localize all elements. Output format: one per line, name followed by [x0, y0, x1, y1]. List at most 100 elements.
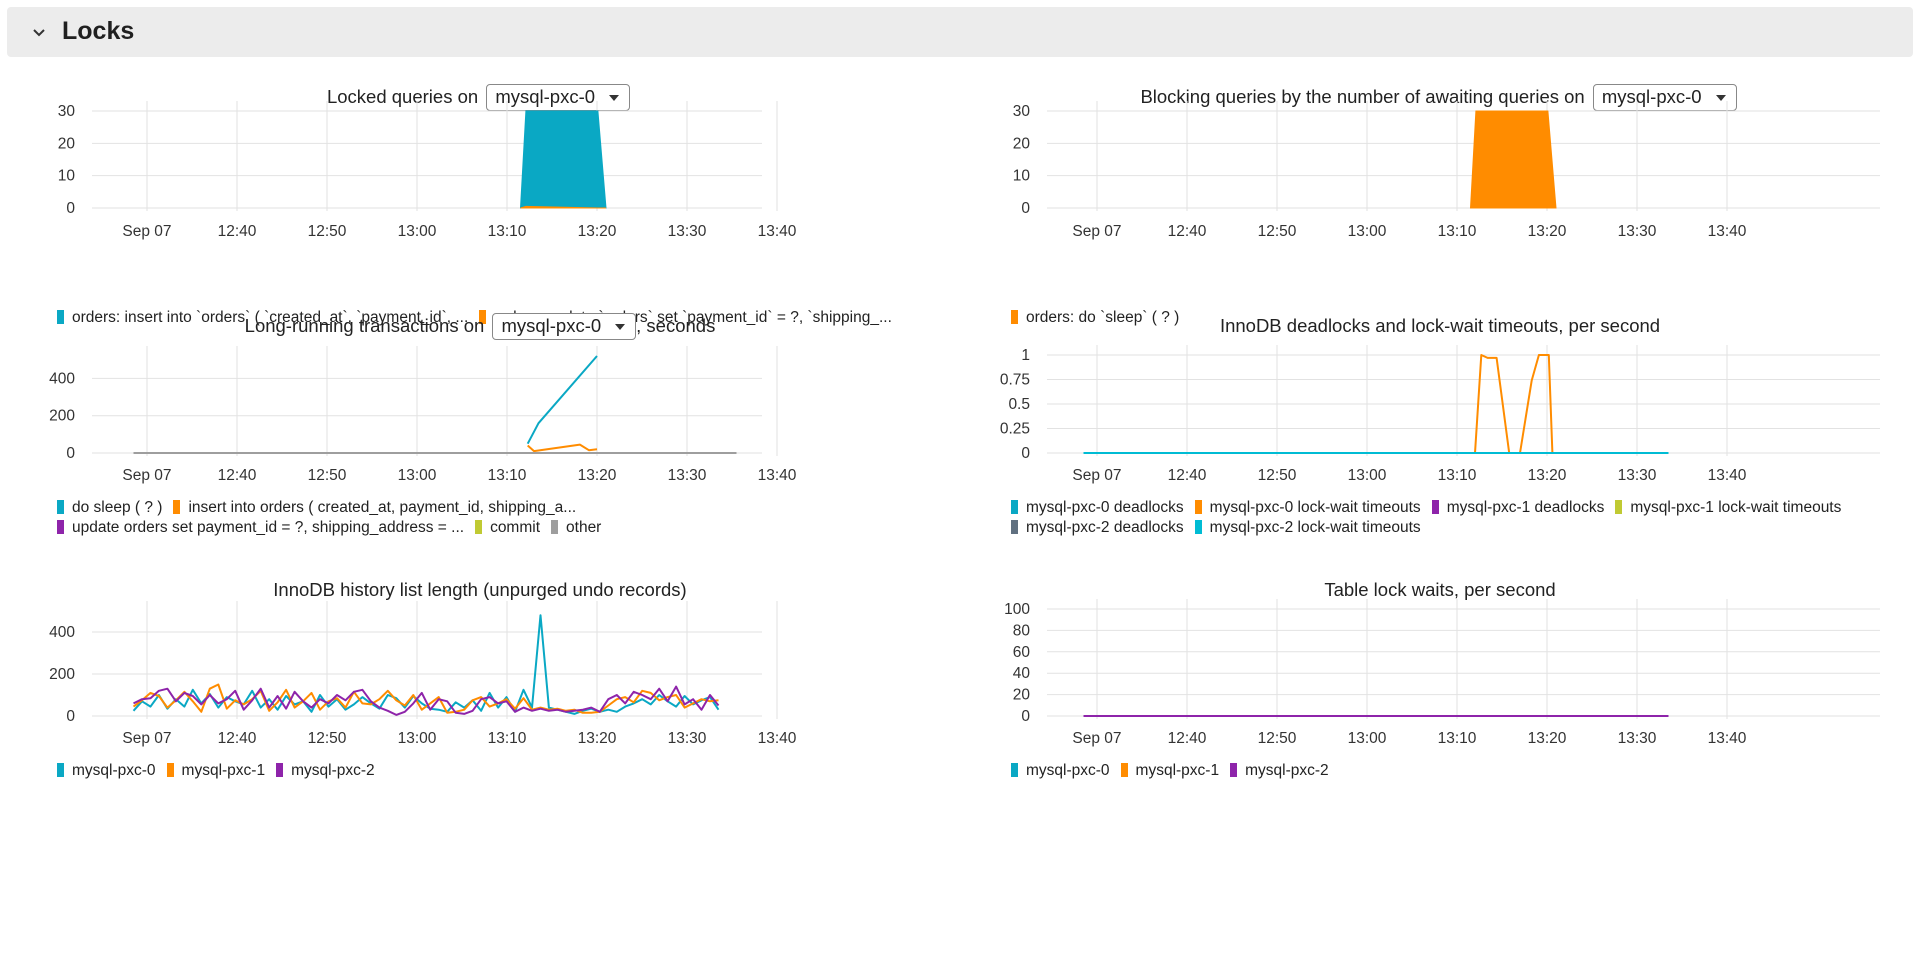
legend-item[interactable]: update orders set payment_id = ?, shippi… — [57, 519, 464, 537]
legend-swatch — [1194, 520, 1202, 534]
x-tick-label: 12:50 — [1258, 467, 1297, 484]
y-tick-label: 40 — [1013, 665, 1031, 682]
title-suffix: , seconds — [636, 315, 716, 337]
x-tick-label: 13:20 — [578, 223, 617, 240]
x-tick-label: 13:20 — [578, 730, 617, 747]
instance-selector[interactable]: mysql-pxc-0 — [492, 312, 637, 340]
x-tick-label: 13:20 — [578, 467, 617, 484]
x-tick-label: 13:10 — [488, 467, 527, 484]
caret-down-icon — [609, 94, 620, 101]
title-text: InnoDB history list length (unpurged und… — [273, 579, 687, 601]
series-line — [526, 355, 598, 445]
x-tick-label: 13:20 — [1528, 730, 1567, 747]
title-text: Long-running transactions on — [244, 315, 485, 337]
legend-swatch — [1615, 500, 1623, 514]
legend-item[interactable]: mysql-pxc-0 lock-wait timeouts — [1194, 499, 1421, 517]
x-tick-label: 13:30 — [668, 730, 707, 747]
x-tick-label: 13:10 — [488, 223, 527, 240]
blocking-queries-chart: Sep 07 12:40 12:50 13:00 13:10 13:20 13:30 13:4… — [1013, 101, 1880, 240]
deadlocks-panel: InnoDB deadlocks and lock-wait timeouts,… — [960, 310, 1920, 630]
y-tick-label: 0.75 — [1000, 372, 1030, 389]
y-tick-label: 200 — [49, 666, 75, 683]
legend-label: mysql-pxc-1 deadlocks — [1446, 499, 1605, 516]
x-tick-label: 13:40 — [1708, 223, 1747, 240]
legend-item[interactable]: mysql-pxc-2 lock-wait timeouts — [1194, 519, 1421, 537]
panel-title: Locked queries on mysql-pxc-0 — [0, 82, 960, 112]
legend-item[interactable]: mysql-pxc-2 — [1230, 762, 1329, 780]
x-tick-label: 13:00 — [1348, 223, 1387, 240]
legend-item[interactable]: mysql-pxc-1 lock-wait timeouts — [1615, 499, 1841, 517]
legend-swatch — [57, 520, 64, 534]
x-tick-label: 13:00 — [398, 223, 437, 240]
x-tick-label: 13:30 — [668, 467, 707, 484]
legend-swatch — [57, 763, 64, 777]
legend-item[interactable]: mysql-pxc-2 deadlocks — [1011, 519, 1184, 537]
x-tick-label: 12:40 — [218, 467, 257, 484]
x-tick-label: Sep 07 — [1072, 223, 1121, 240]
legend-label: mysql-pxc-2 lock-wait timeouts — [1209, 519, 1421, 536]
legend-item[interactable]: commit — [475, 519, 540, 537]
selector-value: mysql-pxc-0 — [495, 85, 596, 107]
y-tick-label: 10 — [58, 168, 76, 185]
legend-swatch — [1230, 763, 1238, 777]
selector-value: mysql-pxc-0 — [501, 314, 602, 336]
legend-item[interactable]: other — [551, 519, 601, 537]
series-area — [520, 205, 606, 209]
caret-down-icon — [1715, 94, 1726, 101]
x-tick-label: 13:00 — [398, 467, 437, 484]
x-tick-label: 12:50 — [308, 467, 347, 484]
y-tick-label: 0.25 — [1000, 421, 1030, 438]
y-tick-label: 200 — [49, 408, 75, 425]
legend-label: insert into orders ( created_at, payment… — [188, 499, 577, 516]
legend-item[interactable]: mysql-pxc-1 — [1120, 762, 1220, 780]
series-line — [132, 683, 719, 714]
y-tick-label: 0.5 — [1008, 396, 1030, 413]
x-tick-label: 12:50 — [308, 223, 347, 240]
instance-selector[interactable]: mysql-pxc-0 — [486, 83, 631, 111]
locked-queries-chart: Sep 07 12:40 12:50 13:00 13:10 13:20 13:30 13:4… — [58, 101, 797, 240]
legend-swatch — [1431, 500, 1439, 514]
x-tick-label: 13:10 — [1438, 730, 1477, 747]
legend-label: orders: do `sleep` ( ? ) — [1026, 309, 1180, 326]
legend-label: mysql-pxc-0 — [1026, 762, 1110, 779]
legend-item[interactable]: mysql-pxc-1 — [166, 762, 265, 780]
history-list-panel: InnoDB history list length (unpurged und… — [0, 573, 960, 893]
legend-item[interactable]: mysql-pxc-0 deadlocks — [1011, 499, 1184, 517]
x-tick-label: 13:40 — [1708, 730, 1747, 747]
instance-selector[interactable]: mysql-pxc-0 — [1592, 83, 1737, 111]
legend-swatch — [166, 763, 174, 777]
legend-swatch — [1011, 310, 1018, 324]
legend-label: mysql-pxc-0 lock-wait timeouts — [1209, 499, 1421, 516]
x-tick-label: Sep 07 — [122, 730, 171, 747]
legend-item[interactable]: mysql-pxc-0 — [1011, 762, 1110, 780]
legend-item[interactable]: mysql-pxc-2 — [276, 762, 375, 780]
series-area — [519, 110, 607, 209]
panel-title: InnoDB history list length (unpurged und… — [0, 575, 960, 605]
x-tick-label: 12:50 — [1258, 223, 1297, 240]
y-tick-label: 400 — [49, 624, 75, 641]
caret-down-icon — [615, 323, 626, 330]
legend-item[interactable]: mysql-pxc-1 deadlocks — [1431, 499, 1605, 517]
x-tick-label: 12:40 — [1168, 730, 1207, 747]
chevron-down-icon[interactable] — [29, 23, 49, 43]
legend-label: mysql-pxc-1 — [1135, 762, 1220, 779]
legend-swatch — [276, 763, 284, 777]
legend-swatch — [551, 520, 559, 534]
table-lock-waits-chart: Sep 07 12:40 12:50 13:00 13:10 13:20 13:30 13:4… — [1004, 599, 1880, 747]
panel-title: Table lock waits, per second — [960, 575, 1920, 605]
y-tick-label: 30 — [58, 103, 76, 120]
y-tick-label: 100 — [1004, 601, 1030, 618]
legend-item[interactable]: do sleep ( ? ) — [57, 499, 162, 517]
x-tick-label: 13:10 — [488, 730, 527, 747]
y-tick-label: 0 — [1021, 708, 1030, 725]
locks-section-header[interactable]: Locks — [7, 7, 1913, 57]
legend-item[interactable]: orders: do `sleep` ( ? ) — [1011, 309, 1179, 327]
legend-label: mysql-pxc-2 — [1245, 762, 1329, 779]
x-tick-label: 13:20 — [1528, 223, 1567, 240]
legend-item[interactable]: insert into orders ( created_at, payment… — [173, 499, 576, 517]
legend-swatch — [479, 310, 487, 324]
y-tick-label: 20 — [1013, 687, 1031, 704]
x-tick-label: Sep 07 — [122, 223, 171, 240]
legend-item[interactable]: mysql-pxc-0 — [57, 762, 156, 780]
legend-item[interactable]: orders: insert into `orders` ( `created_… — [57, 309, 468, 327]
